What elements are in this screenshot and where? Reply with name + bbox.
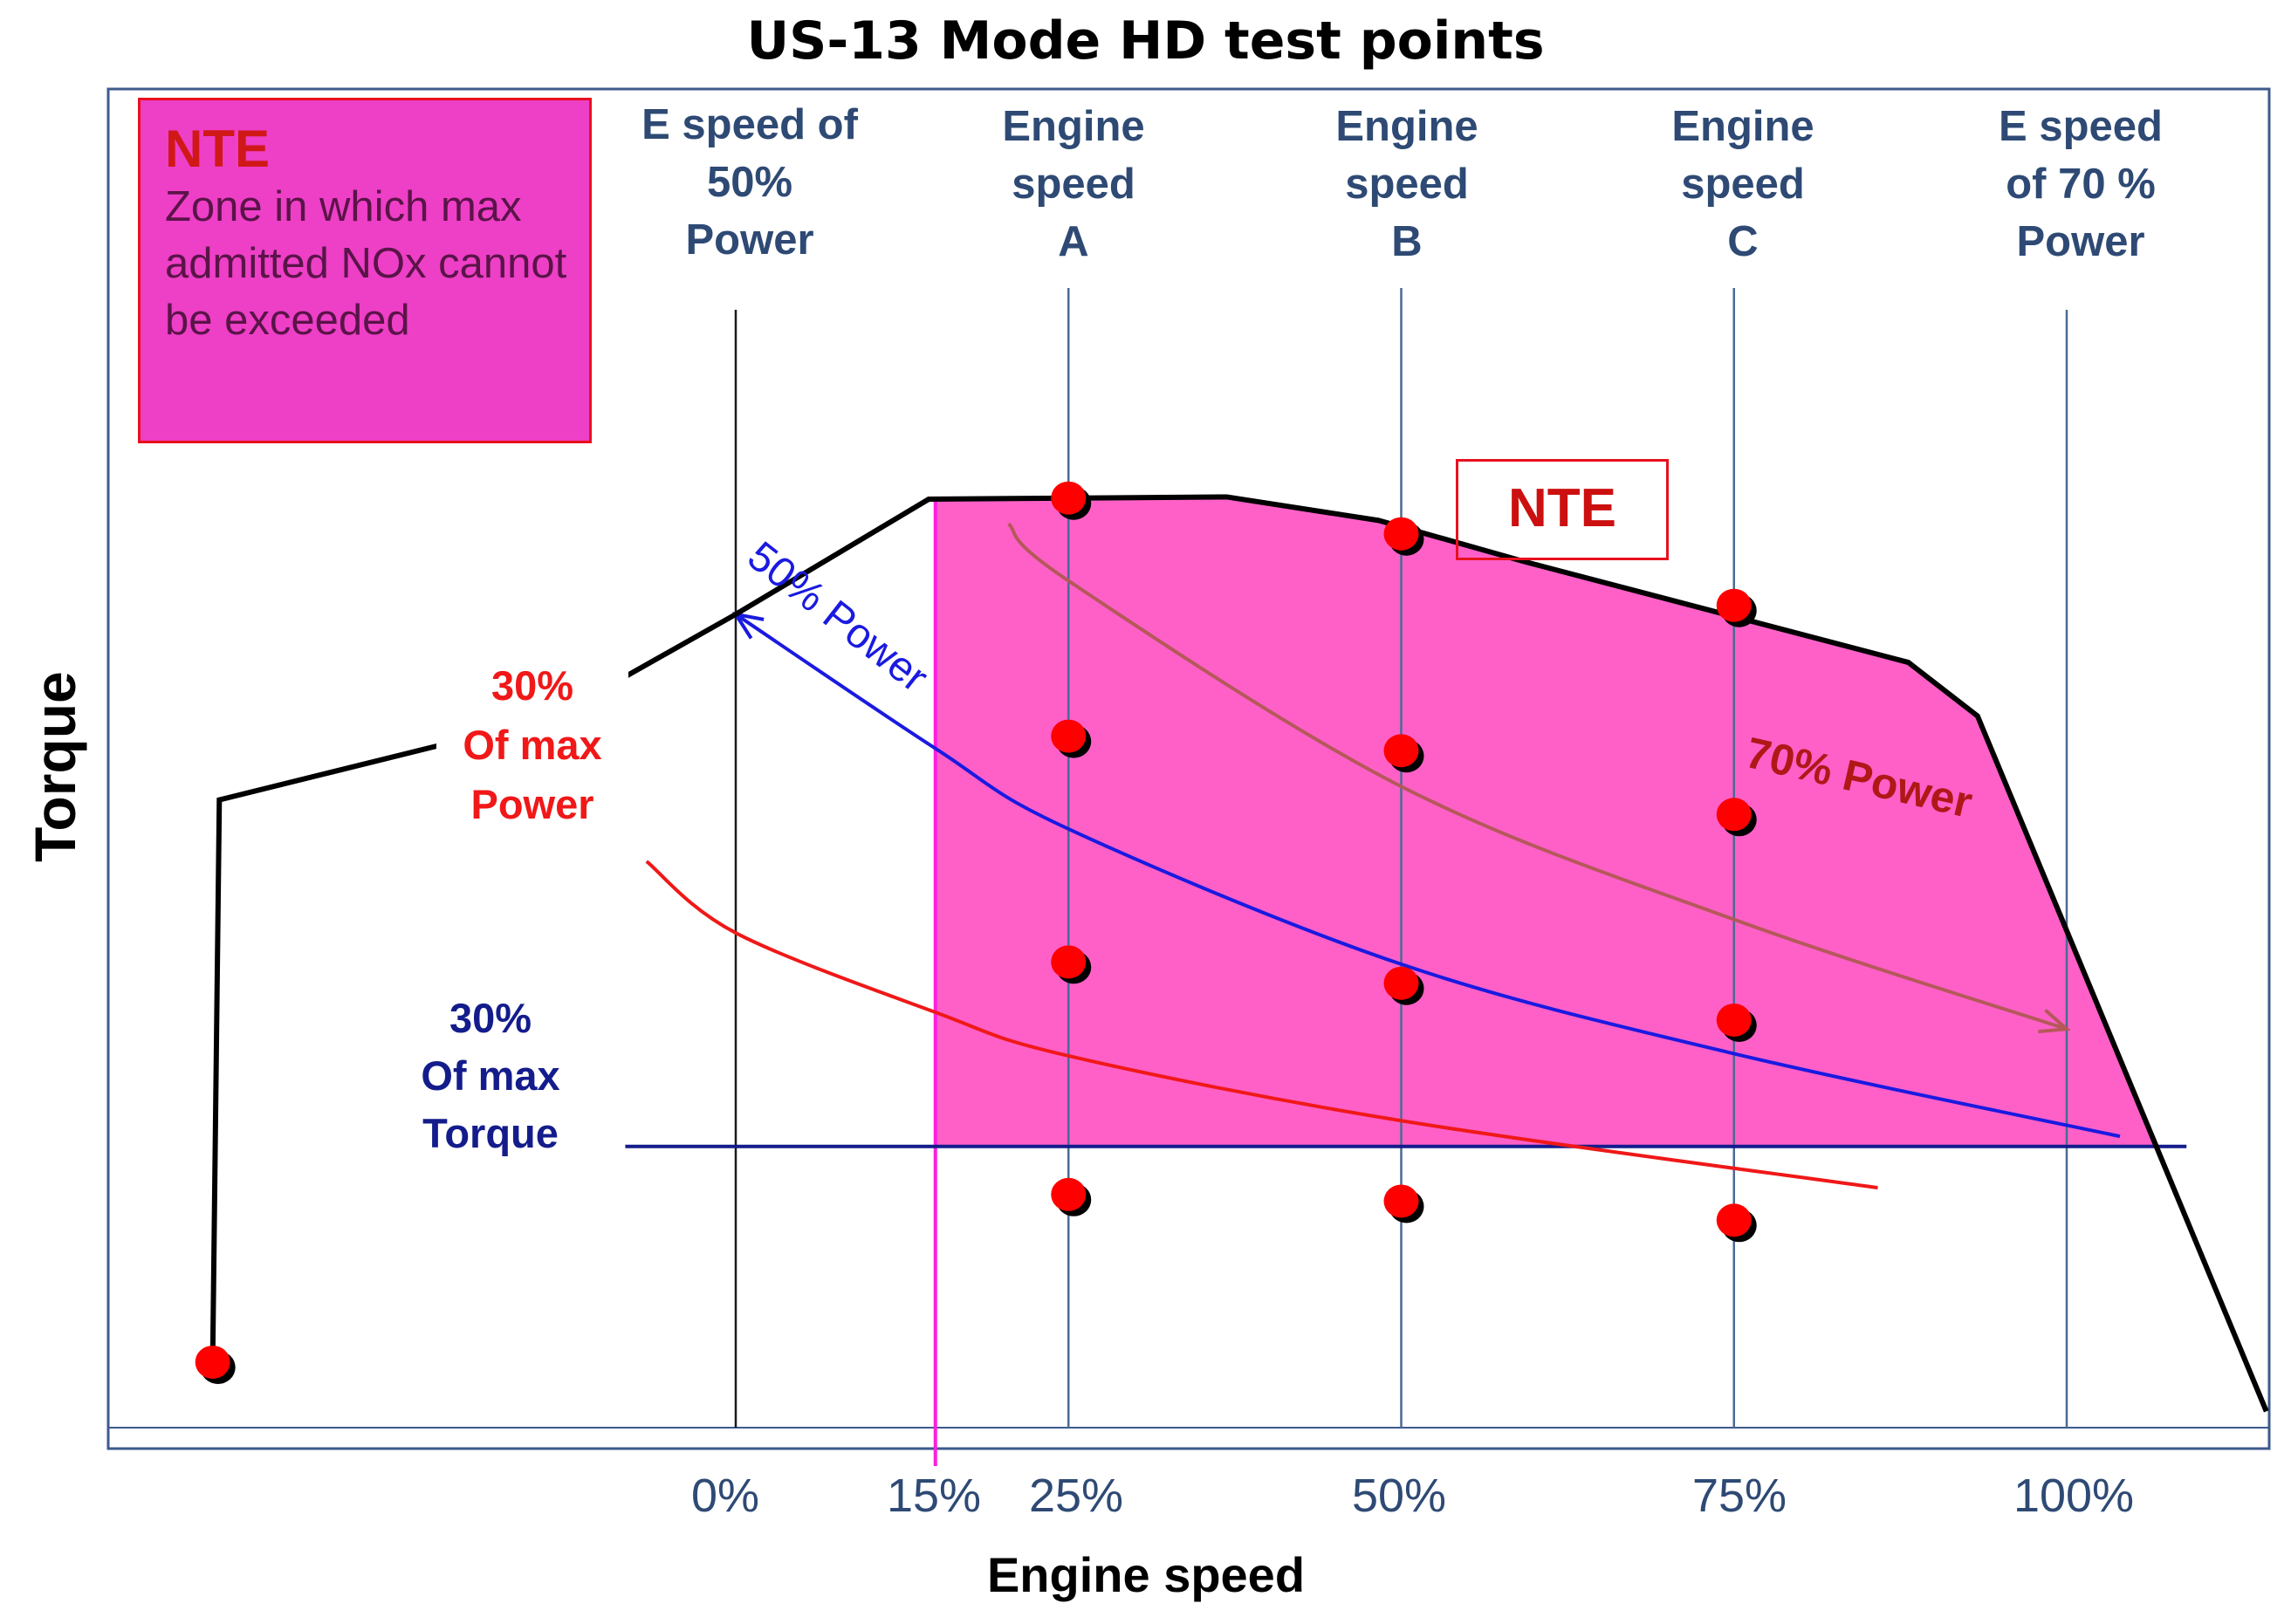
nte-legend-box: NTE Zone in which max admitted NOx canno…	[138, 98, 592, 443]
test-point	[1051, 719, 1087, 753]
legend-description: Zone in which max admitted NOx cannot be…	[165, 183, 567, 344]
speed-label-e50: E speed of 50% Power	[623, 96, 876, 269]
power50-curve	[734, 613, 2121, 1139]
power50-arrowhead	[731, 612, 765, 640]
test-point	[1383, 1184, 1419, 1218]
test-point	[1051, 1177, 1087, 1211]
x-axis-label: Engine speed	[986, 1547, 1306, 1602]
test-point	[1716, 1003, 1752, 1037]
chart-title: US-13 Mode HD test points	[746, 10, 1545, 72]
speed-label-e70: E speed of 70 % Power	[1954, 98, 2207, 271]
legend-title: NTE	[165, 120, 270, 178]
power70-curve	[1007, 522, 2068, 1031]
test-point	[195, 1345, 230, 1379]
power70-arrowhead	[2038, 1008, 2071, 1034]
test-point	[1383, 517, 1419, 551]
x-tick-label: 50%	[1351, 1470, 1447, 1522]
power30-curve	[645, 860, 1878, 1190]
x-tick-label: 75%	[1691, 1470, 1787, 1522]
nte-zone-label: NTE	[1456, 459, 1669, 560]
x-tick-label: 15%	[886, 1470, 982, 1522]
nte-zone-area	[935, 497, 2157, 1147]
test-point	[1716, 1203, 1752, 1237]
torque30-label: 30% Of max Torque	[386, 990, 595, 1162]
speed-label-c: Engine speed C	[1629, 98, 1856, 271]
y-axis-label: Torque	[23, 671, 87, 862]
speed-label-a: Engine speed A	[960, 98, 1187, 271]
test-point	[1051, 481, 1087, 515]
test-point	[1383, 966, 1419, 1000]
x-tick-label: 100%	[2013, 1470, 2135, 1522]
plot-frame	[106, 87, 2271, 1450]
test-point	[1716, 798, 1752, 832]
test-point	[1051, 945, 1087, 979]
speed-label-b: Engine speed B	[1293, 98, 1520, 271]
test-point	[1383, 734, 1419, 768]
power30-label: 30% Of max Power	[436, 656, 628, 834]
x-tick-label: 0%	[690, 1470, 760, 1522]
x-tick-label: 25%	[1028, 1470, 1124, 1522]
test-point	[1716, 588, 1752, 622]
